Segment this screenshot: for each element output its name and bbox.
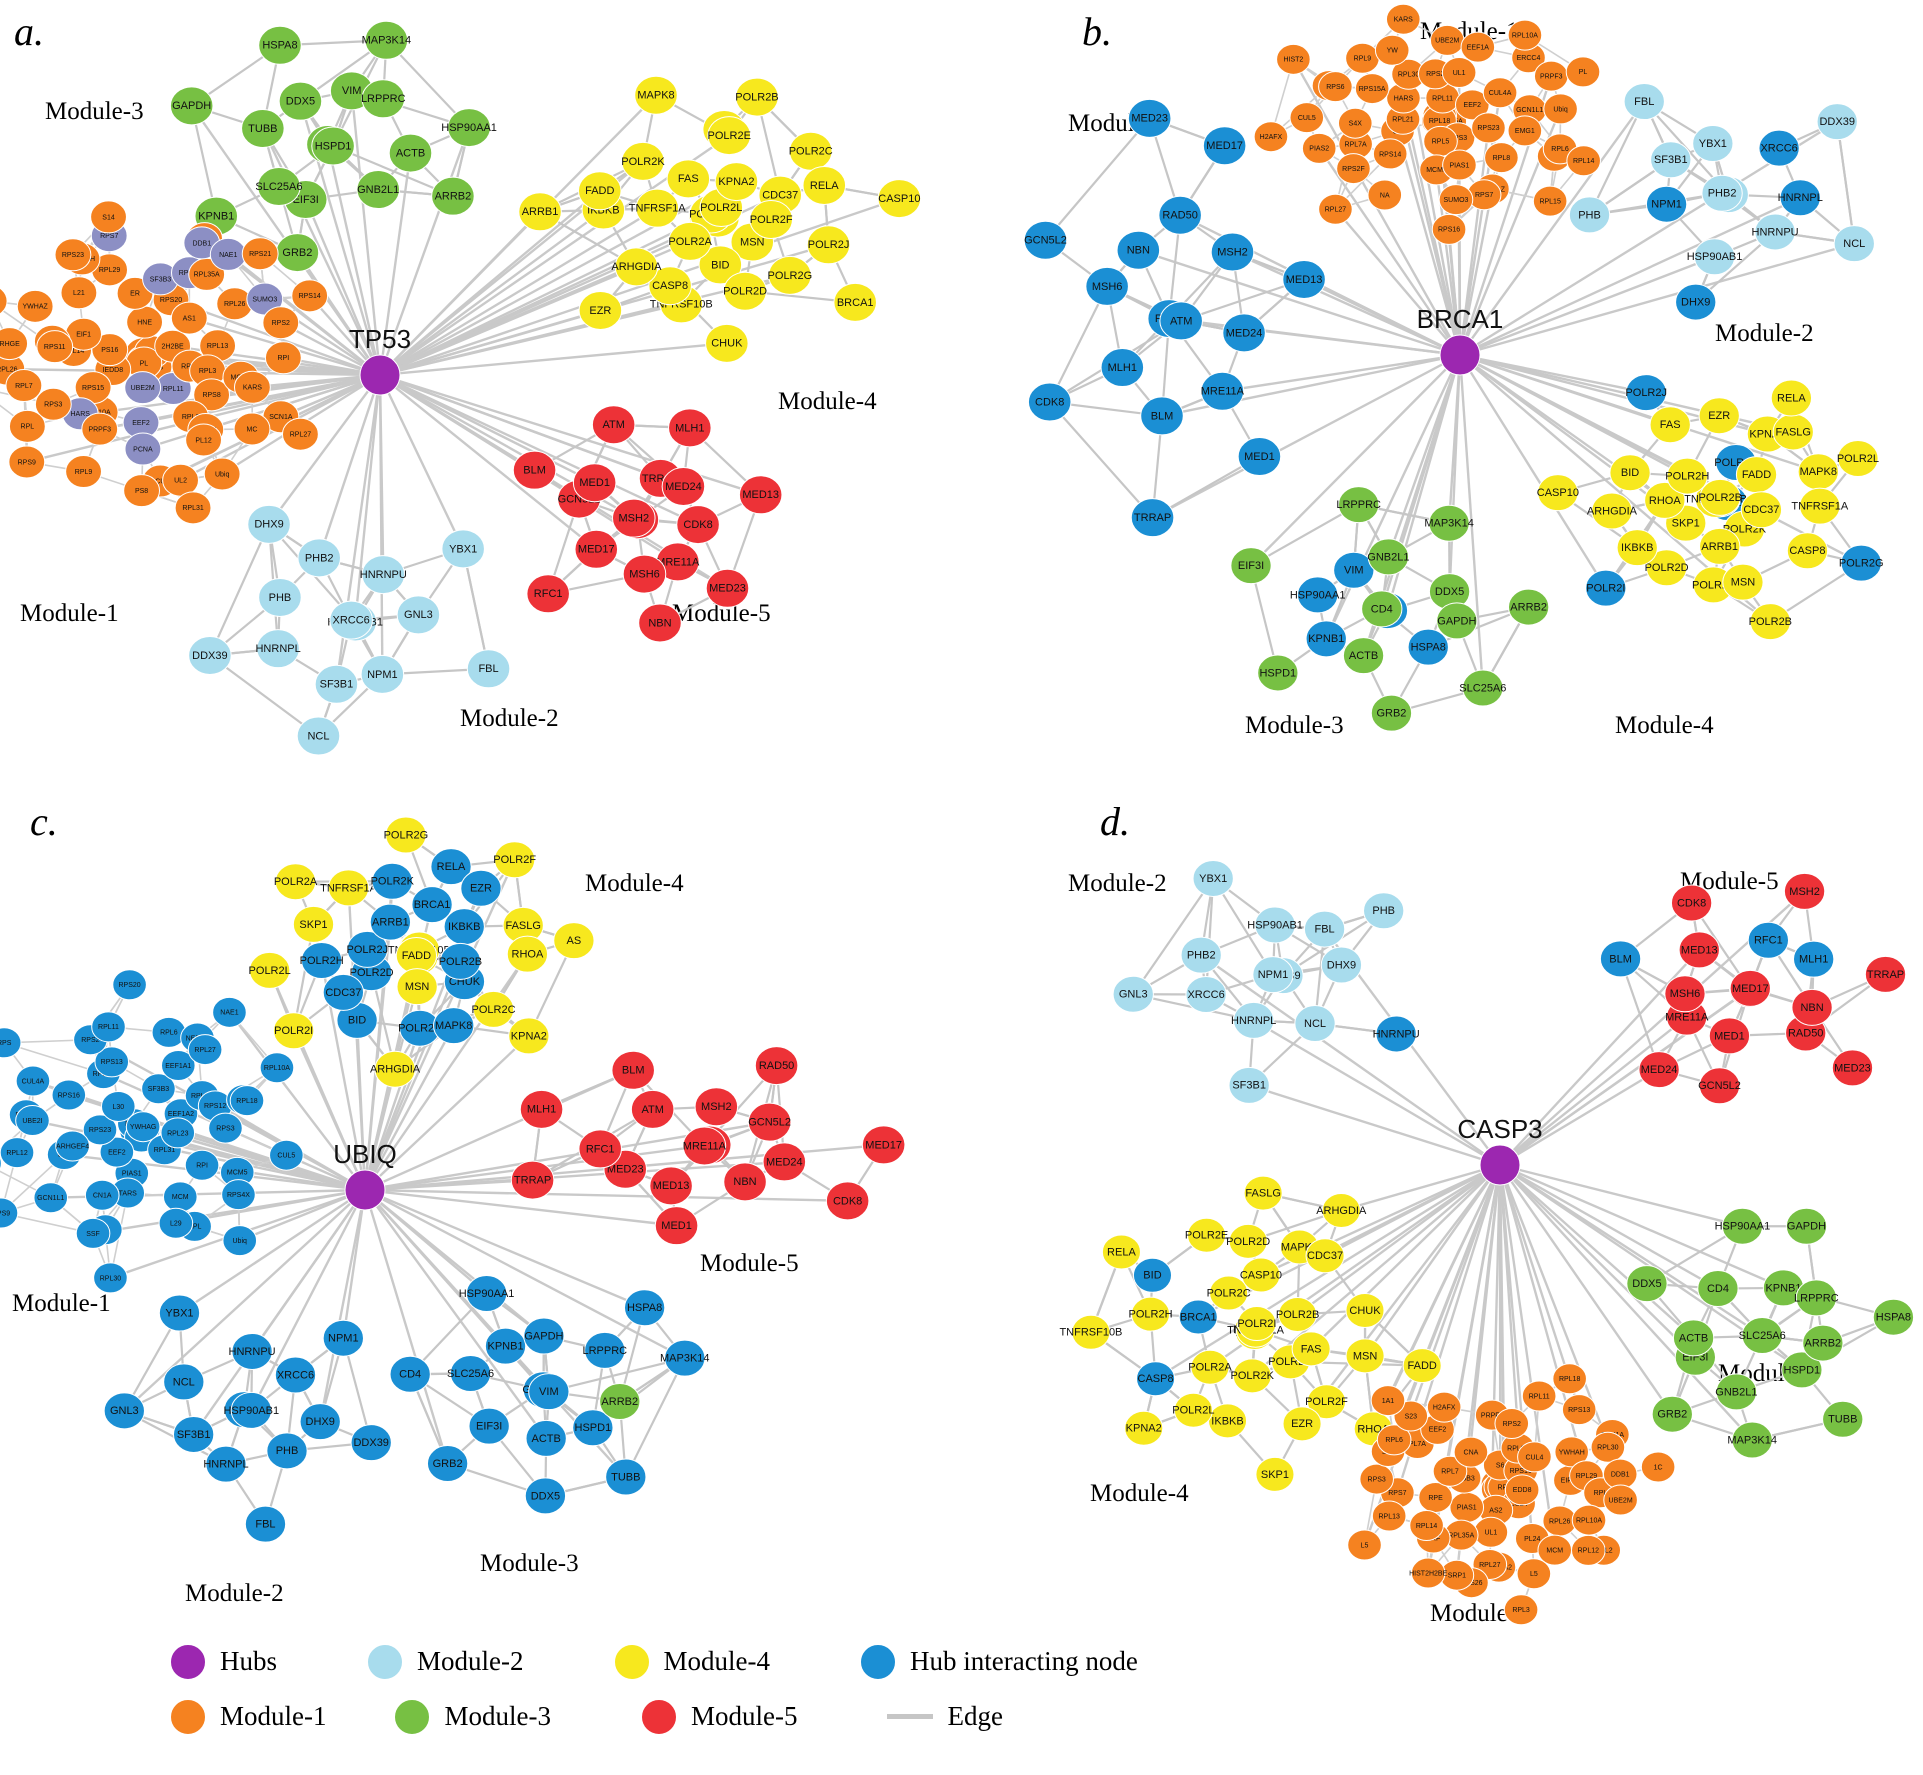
legend-label-module-1: Module-1 [220, 1701, 327, 1731]
edge-line-swatch-icon [887, 1714, 934, 1719]
panel-c-module-4-label: Module-4 [585, 870, 684, 897]
hubs-color-swatch-icon [170, 1643, 206, 1680]
panel-c-module-2-label: Module-2 [185, 1580, 284, 1607]
panel-a-network: CD4HSPD1GNB2L1EIF3ISLC25A6TUBBDDX5VIMLRP… [0, 20, 922, 756]
svg-text:CASP3: CASP3 [1457, 1114, 1542, 1144]
panel-b-module-4-label: Module-4 [1615, 712, 1714, 739]
panel-a-module-2-label: Module-2 [460, 705, 559, 732]
panel-c-module-3-label: Module-3 [480, 1550, 579, 1577]
panel-a-letter: a. [14, 9, 44, 54]
panel-d-letter: d. [1100, 799, 1130, 844]
legend-label-hub-interacting-node: Hub interacting node [909, 1646, 1138, 1676]
legend-label-module-4: Module-4 [663, 1646, 770, 1676]
legend-item-module-5: Module-5 [640, 1698, 798, 1735]
legend-label-module-5: Module-5 [690, 1701, 798, 1731]
panel-b-letter: b. [1082, 9, 1112, 54]
panel-a-module-1-label: Module-1 [20, 600, 119, 627]
module-3-color-swatch-icon [394, 1698, 431, 1735]
panel-a-module-3-label: Module-3 [45, 98, 144, 125]
panel-c-module-5-label: Module-5 [700, 1250, 799, 1277]
panel-c-letter: c. [30, 799, 58, 844]
legend-item-hubs: Hubs [170, 1643, 278, 1680]
legend-item-module-1: Module-1 [170, 1698, 327, 1735]
legend: Hubs Module-2 Module-4 Hub interacting n… [170, 1634, 1250, 1744]
module-5-color-swatch-icon [640, 1698, 677, 1735]
panel-c-module-1-label: Module-1 [12, 1290, 111, 1317]
hub-interacting-node-color-swatch-icon [859, 1643, 896, 1680]
legend-item-module-3: Module-3 [394, 1698, 551, 1735]
svg-text:UBIQ: UBIQ [333, 1139, 397, 1169]
legend-row-1: Hubs Module-2 Module-4 Hub interacting n… [170, 1634, 1250, 1689]
legend-row-2: Module-1 Module-3 Module-5 Edge [170, 1689, 1250, 1744]
legend-label-module-2: Module-2 [417, 1646, 524, 1676]
panel-d-module-4-label: Module-4 [1090, 1480, 1189, 1507]
panel-b-module-2-label: Module-2 [1715, 320, 1814, 347]
legend-item-hub-interacting-node: Hub interacting node [859, 1643, 1138, 1680]
legend-label-hubs: Hubs [220, 1646, 278, 1676]
panel-b-module-3-label: Module-3 [1245, 712, 1344, 739]
panel-c-network: CASP8CASP10TNFRSF10BFADDCHUKMSNPOLR2DPOL… [0, 816, 906, 1543]
legend-label-module-3: Module-3 [444, 1701, 551, 1731]
panel-d-network: DDX39NPM1NCLHNRNPLXRCC6PHB2HSP90AB1FBLDH… [1059, 859, 1915, 1626]
module-1-color-swatch-icon [170, 1698, 206, 1735]
svg-text:BRCA1: BRCA1 [1417, 304, 1504, 334]
legend-item-edge: Edge [887, 1701, 1003, 1732]
legend-item-module-4: Module-4 [613, 1643, 770, 1680]
panel-b-network: RPL23RPS13RPL9RPL35AL12RPL18RPS3RPL5CURP… [1023, 3, 1884, 732]
panel-a-module-4-label: Module-4 [778, 388, 877, 415]
module-4-color-swatch-icon [613, 1643, 650, 1680]
legend-item-module-2: Module-2 [367, 1643, 524, 1680]
panel-d-module-2-label: Module-2 [1068, 870, 1167, 897]
legend-label-edge: Edge [947, 1701, 1003, 1731]
module-2-color-swatch-icon [367, 1643, 404, 1680]
svg-text:TP53: TP53 [349, 324, 411, 354]
